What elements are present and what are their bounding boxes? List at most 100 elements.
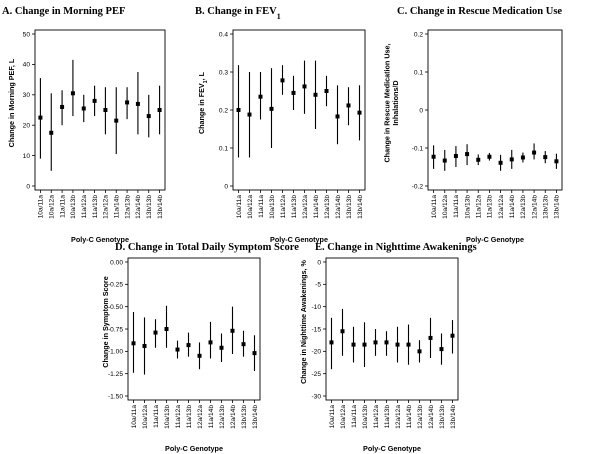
data-point (357, 110, 362, 115)
x-tick-label: 11a/11a (453, 195, 460, 218)
data-point (329, 340, 334, 345)
x-tick-label: 13b/14b (157, 195, 164, 219)
x-tick-label: 11a/14b (406, 405, 413, 429)
x-tick-label: 12a/14b (531, 195, 538, 219)
data-point (197, 353, 202, 358)
plot-frame (427, 29, 563, 191)
data-point (241, 342, 246, 347)
x-tick-label: 13b/14b (554, 195, 561, 219)
x-tick-label: 12a/12a (395, 405, 402, 429)
data-point (186, 343, 191, 348)
x-tick-label: 11a/12a (280, 195, 287, 219)
y-tick-label: 0.00 (110, 259, 123, 266)
data-point (114, 118, 119, 123)
plot-frame (325, 257, 459, 401)
data-point (92, 98, 97, 103)
x-tick-label: 13b/13b (241, 405, 248, 429)
data-point (509, 157, 514, 162)
x-tick-label: 13b/13b (439, 405, 446, 429)
data-point (302, 84, 307, 89)
y-tick-label: 0.2 (219, 107, 228, 114)
x-tick-label: 12a/12a (302, 195, 309, 219)
data-point (487, 154, 492, 159)
y-tick-label: -1.00 (108, 349, 123, 356)
y-axis-label: Change in FEV1, L (197, 71, 209, 134)
x-tick-label: 10a/13b (269, 195, 276, 219)
y-tick-label: -5 (315, 282, 321, 289)
plot-frame (127, 257, 261, 401)
data-point (247, 112, 252, 117)
x-tick-label: 10a/12a (247, 195, 254, 219)
data-point (269, 106, 274, 111)
data-point (230, 328, 235, 333)
data-point (258, 94, 263, 99)
x-tick-label: 12a/14b (135, 195, 142, 219)
x-tick-label: 10a/13b (464, 195, 471, 219)
x-tick-label: 10a/12a (49, 195, 56, 219)
data-point (175, 347, 180, 352)
chart-panel-3: C. Change in Rescue Medication Use -0.2 -0… (382, 6, 563, 244)
y-tick-label: 0 (419, 107, 423, 114)
y-tick-label: 0 (224, 183, 228, 190)
chart-panel-1: A. Change in Morning PEF 0 10 20 30 40 50 Chang… (2, 6, 166, 244)
data-point (219, 345, 224, 350)
data-point (70, 91, 75, 96)
data-point (384, 340, 389, 345)
x-tick-label: 10a/12a (442, 195, 449, 219)
x-tick-label: 11a/13b (487, 195, 494, 219)
y-tick-label: 0.3 (219, 69, 228, 76)
x-tick-label: 12a/12a (197, 405, 204, 429)
y-tick-label: 40 (23, 62, 31, 69)
data-point (252, 351, 257, 356)
x-tick-label: 11a/13b (291, 195, 298, 219)
panel-title: A. Change in Morning PEF (2, 6, 125, 17)
x-tick-label: 12a/13b (219, 405, 226, 429)
y-tick-label: 10 (23, 153, 31, 160)
x-tick-label: 13b/13b (543, 195, 550, 219)
data-point (417, 349, 422, 354)
data-point (532, 150, 537, 155)
y-tick-label: 20 (23, 123, 31, 130)
x-tick-label: 10a/11a (131, 405, 138, 429)
data-point (406, 342, 411, 347)
data-point (81, 106, 86, 111)
data-point (428, 335, 433, 340)
data-point (373, 340, 378, 345)
data-point (60, 104, 65, 109)
x-tick-label: 12a/14b (230, 405, 237, 429)
chart-panel-5: E. Change in Nighttime Awakenings 0 -5 -10 -… (299, 242, 477, 453)
y-tick-label: 0 (317, 259, 321, 266)
x-axis-label: Poly-C Genotype (270, 235, 328, 244)
x-tick-label: 11a/11a (153, 405, 160, 428)
x-tick-label: 10a/11a (38, 195, 45, 219)
data-point (153, 330, 158, 335)
data-point (340, 329, 345, 334)
data-point (313, 92, 318, 97)
x-tick-label: 10a/12a (142, 405, 149, 429)
x-tick-label: 12a/13b (324, 195, 331, 219)
x-tick-label: 11a/12a (81, 195, 88, 219)
x-tick-label: 13b/14b (252, 405, 259, 429)
data-point (346, 103, 351, 108)
x-tick-label: 12a/14b (335, 195, 342, 219)
data-point (543, 155, 548, 160)
data-point (142, 343, 147, 348)
x-tick-label: 10a/13b (70, 195, 77, 219)
y-tick-label: -1.50 (108, 393, 123, 400)
y-axis-label: Change in Symptom Score (101, 276, 110, 367)
x-tick-label: 12a/12a (498, 195, 505, 219)
y-tick-label: -0.75 (108, 326, 123, 333)
y-tick-label: -0.2 (412, 183, 424, 190)
y-axis-label: Change in Nighttime Awakenings, % (299, 259, 308, 383)
data-point (554, 159, 559, 164)
data-point (131, 341, 136, 346)
x-tick-label: 13b/13b (146, 195, 153, 219)
y-tick-label: -25 (311, 371, 321, 378)
x-tick-label: 10a/13b (362, 405, 369, 429)
y-tick-label: -30 (311, 393, 321, 400)
x-tick-label: 11a/12a (175, 405, 182, 429)
x-tick-label: 12a/12a (103, 195, 110, 219)
data-point (324, 89, 329, 93)
x-tick-label: 12a/13b (417, 405, 424, 429)
